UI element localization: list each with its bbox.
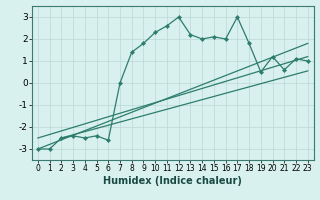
X-axis label: Humidex (Indice chaleur): Humidex (Indice chaleur): [103, 176, 242, 186]
